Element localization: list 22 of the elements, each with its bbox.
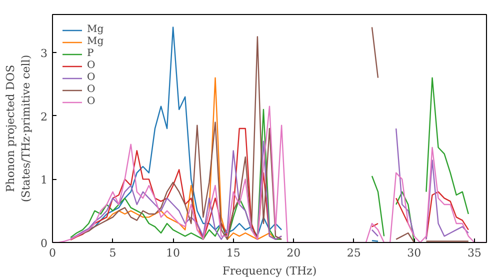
x-tick-label: 0 xyxy=(49,246,56,260)
line-series xyxy=(106,77,276,240)
x-axis-title: Frequency (THz) xyxy=(222,264,317,278)
x-tick-label: 25 xyxy=(346,246,361,260)
y-tick-label: 1 xyxy=(40,174,48,187)
legend-label: Mg xyxy=(87,24,105,35)
legend-label: O xyxy=(87,96,96,107)
legend-label: O xyxy=(87,60,96,71)
legend-label: O xyxy=(87,84,96,95)
legend-label: O xyxy=(87,72,96,83)
x-tick-label: 10 xyxy=(166,246,180,260)
y-tick-label: 3 xyxy=(40,47,48,60)
y-axis-title: Phonon projected DOS (States/THz·primitive cell) xyxy=(4,54,32,202)
x-tick-label: 30 xyxy=(407,246,422,260)
x-tick-label: 5 xyxy=(109,246,116,260)
y-tick-label: 2 xyxy=(40,110,48,124)
x-tick-label: 20 xyxy=(286,246,301,260)
x-tick-label: 35 xyxy=(467,246,482,260)
legend-label: P xyxy=(87,48,95,59)
x-tick-label: 15 xyxy=(226,246,240,260)
legend-label: Mg xyxy=(87,36,105,47)
y-tick-label: 0 xyxy=(40,237,48,250)
